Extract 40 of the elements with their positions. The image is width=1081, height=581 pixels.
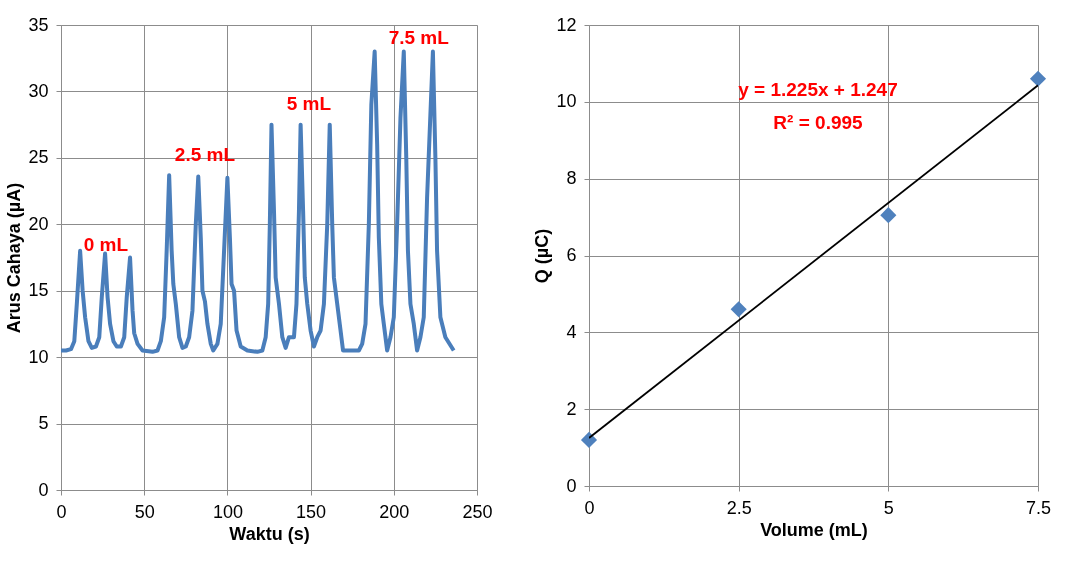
x-tick-label: 100 — [212, 501, 243, 522]
x-axis-title: Waktu (s) — [229, 523, 310, 544]
x-tick-label: 7.5 — [1025, 497, 1052, 518]
y-tick-label: 25 — [28, 147, 49, 168]
y-tick-label: 10 — [28, 346, 49, 367]
x-tick-label: 0 — [56, 501, 67, 522]
y-tick-label: 2 — [566, 398, 577, 419]
x-tick-label: 250 — [462, 501, 493, 522]
y-tick-label: 0 — [38, 479, 49, 500]
y-tick-label: 20 — [28, 213, 49, 234]
annotation: 0 mL — [83, 234, 129, 256]
annotation: R² = 0.995 — [773, 111, 864, 133]
annotation: y = 1.225x + 1.247 — [738, 79, 898, 101]
point — [880, 207, 897, 224]
y-tick-label: 30 — [28, 80, 49, 101]
y-tick-label: 12 — [556, 14, 577, 35]
y-tick-label: 8 — [566, 168, 577, 189]
point — [580, 431, 598, 448]
y-axis-title: Q (µC) — [532, 228, 553, 284]
y-tick-label: 5 — [38, 413, 49, 434]
x-tick-label: 150 — [296, 501, 327, 522]
annotation: 2.5 mL — [174, 144, 236, 166]
x-tick-label: 200 — [379, 501, 410, 522]
y-tick-label: 6 — [566, 245, 577, 265]
annotation: 5 mL — [286, 92, 332, 114]
y-axis-title: Arus Cahaya (µA) — [4, 182, 25, 334]
point — [1029, 70, 1047, 87]
point — [730, 301, 747, 318]
x-tick-label: 0 — [584, 497, 595, 518]
annotation: 7.5 mL — [388, 27, 450, 49]
y-tick-label: 0 — [566, 475, 577, 496]
y-tick-label: 4 — [566, 321, 577, 342]
y-tick-label: 10 — [556, 91, 577, 112]
x-tick-label: 5 — [883, 497, 894, 518]
x-tick-label: 50 — [134, 501, 155, 522]
x-axis-title: Volume (mL) — [760, 519, 868, 540]
y-tick-label: 15 — [28, 280, 49, 301]
x-tick-label: 2.5 — [726, 497, 752, 518]
line-series — [61, 49, 456, 354]
y-tick-label: 35 — [28, 14, 49, 35]
